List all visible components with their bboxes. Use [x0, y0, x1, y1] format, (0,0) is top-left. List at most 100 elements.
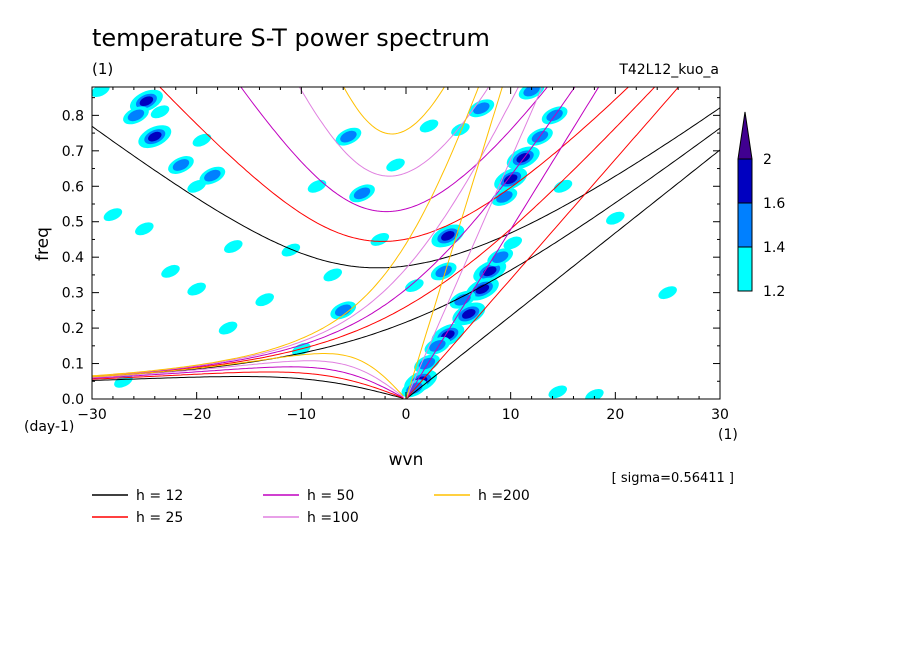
shade-patch [606, 211, 625, 225]
shade-patch [419, 119, 439, 133]
curve-mrg-h200 [92, 87, 480, 377]
shade-patch [103, 208, 123, 222]
shade-patch [405, 279, 424, 292]
shade-patch-mid [523, 87, 540, 97]
curve-kelvin-h50 [405, 87, 600, 399]
shade-patch-mid [454, 293, 471, 306]
legend-label: h = 25 [136, 510, 183, 526]
shade-patch [323, 268, 342, 282]
shade-patch [150, 105, 170, 119]
power-shading [92, 87, 677, 399]
sigma-note: [ sigma=0.56411 ] [612, 471, 734, 486]
curve-mrg-h12 [92, 127, 720, 378]
curve-ig-h100 [298, 87, 490, 177]
x-tick-label: 10 [502, 407, 520, 423]
shade-patch [187, 282, 206, 296]
dispersion-curves [92, 87, 720, 399]
shade-patch-mid [496, 191, 513, 203]
shade-patch-dark [462, 309, 476, 319]
x-tick-label: 0 [402, 407, 411, 423]
colorbar-swatch [737, 202, 753, 248]
shade-patch [161, 264, 180, 278]
shade-patch-dark [516, 153, 530, 163]
shade-patch-mid [334, 304, 352, 317]
shade-patch [255, 293, 274, 307]
y-tick-label: 0.6 [62, 179, 84, 195]
curve-rossby-h100 [92, 360, 404, 398]
colorbar-swatch [737, 246, 753, 292]
shade-patch-dark [475, 284, 490, 294]
x-tick-label: −10 [287, 407, 317, 423]
colorbar-label: 1.4 [763, 240, 785, 256]
x-axis-title: wvn [389, 450, 424, 470]
shade-patch-mid [204, 169, 221, 182]
shade-patch-mid [435, 265, 452, 278]
curve-mrg-h100 [92, 87, 519, 377]
shade-patch [370, 233, 390, 246]
curve-ig-h25 [159, 87, 630, 242]
x-tick-label: −30 [77, 407, 107, 423]
shade-patch [585, 389, 604, 399]
shade-patch-mid [172, 159, 190, 171]
legend-label: h =200 [478, 488, 530, 504]
shade-patch [187, 179, 206, 193]
y-tick-label: 0.7 [62, 144, 84, 160]
shade-patch-dark [503, 174, 518, 185]
shade-patch-mid [429, 339, 446, 352]
colorbar-swatch [737, 158, 753, 204]
x-unit-label: (1) [718, 427, 738, 443]
title-unit: (1) [92, 60, 113, 78]
colorbar-label: 2 [763, 152, 772, 168]
curve-kelvin-h200 [405, 87, 503, 399]
curve-rossby-h200 [92, 353, 404, 397]
curve-rossby-h12 [92, 376, 404, 399]
curve-mrg-h50 [92, 87, 576, 377]
shade-patch [192, 133, 212, 147]
curve-rossby-h25 [92, 371, 404, 399]
y-axis: 0.0 0.1 0.2 0.3 0.4 0.5 0.6 0.7 0.8 [62, 97, 720, 408]
x-tick-label: 20 [606, 407, 624, 423]
shade-patch [658, 286, 677, 300]
shade-patch-mid [340, 130, 357, 143]
curve-ig-h12 [92, 107, 720, 269]
colorbar-label: 1.2 [763, 284, 785, 300]
shade-patch [307, 179, 327, 193]
legend: h = 12 h = 25 h = 50 h =100 h =200 [92, 488, 530, 526]
shade-patch [135, 222, 154, 236]
shade-patch-dark [441, 231, 455, 241]
curve-ig-h50 [240, 87, 548, 213]
colorbar-label: 1.6 [763, 196, 785, 212]
shade-patch [451, 123, 470, 136]
y-tick-label: 0.4 [62, 250, 84, 266]
colorbar-arrow [737, 111, 753, 160]
shade-patch-dark [148, 131, 162, 142]
y-tick-label: 0.2 [62, 321, 84, 337]
y-tick-label: 0.3 [62, 286, 84, 302]
curve-ig-h200 [343, 87, 445, 135]
y-unit-label: (day-1) [24, 419, 74, 435]
shade-patch [281, 243, 301, 257]
y-axis-title: freq [33, 227, 53, 261]
legend-label: h = 12 [136, 488, 183, 504]
y-tick-label: 0.0 [62, 392, 84, 408]
shade-patch [548, 385, 568, 399]
shade-patch [553, 179, 573, 193]
shade-patch-mid [473, 102, 490, 115]
y-tick-label: 0.8 [62, 108, 84, 124]
shade-patch [503, 236, 523, 250]
shade-patch-mid [127, 109, 145, 122]
curve-kelvin-h25 [405, 87, 680, 399]
run-label: T42L12_kuo_a [618, 62, 719, 78]
shade-patch-mid [491, 251, 509, 264]
x-tick-label: −20 [182, 407, 212, 423]
shade-patch-dark [139, 96, 154, 107]
shade-patch-mid [353, 187, 371, 200]
curve-mrg-h25 [92, 87, 656, 378]
x-tick-label: 30 [711, 407, 729, 423]
y-tick-label: 0.1 [62, 357, 84, 373]
shade-patch [386, 158, 405, 172]
curve-rossby-h50 [92, 366, 404, 399]
legend-label: h = 50 [307, 488, 354, 504]
colorbar: 1.2 1.4 1.6 2 [737, 111, 785, 300]
